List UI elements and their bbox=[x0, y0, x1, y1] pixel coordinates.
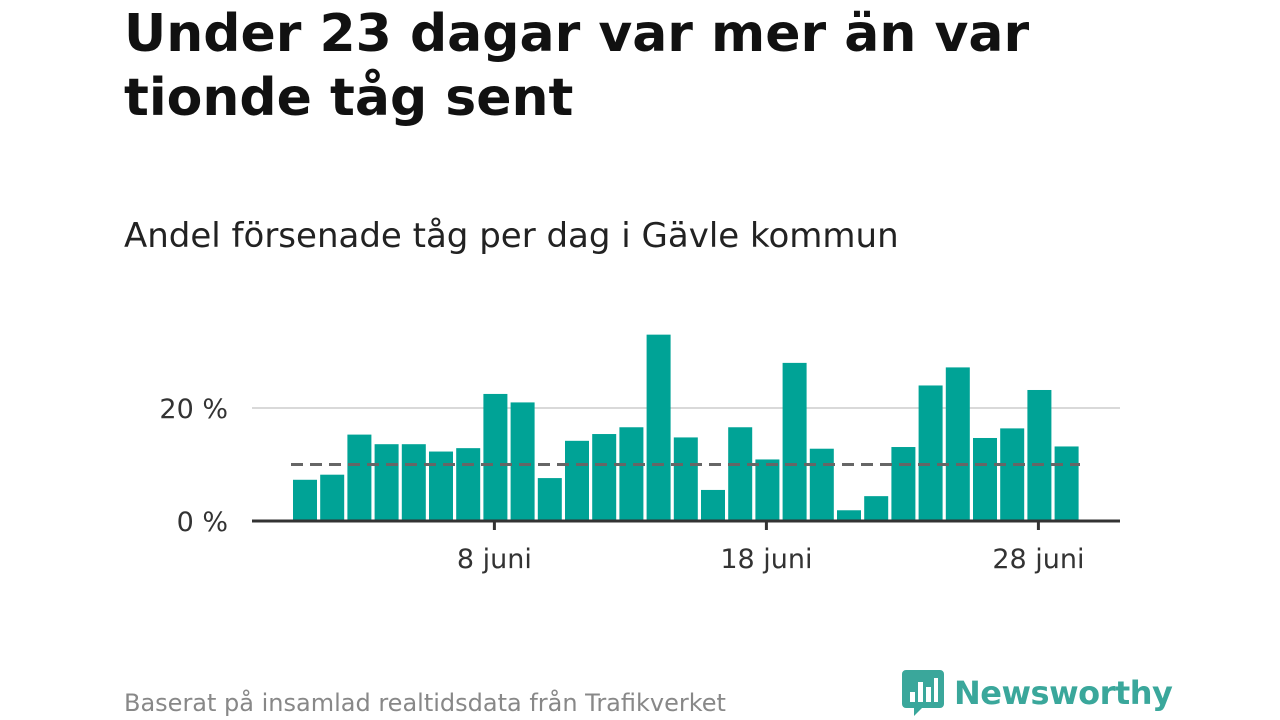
bar bbox=[401, 444, 426, 521]
bar bbox=[320, 474, 345, 521]
bar bbox=[456, 448, 481, 521]
source-note: Baserat på insamlad realtidsdata från Tr… bbox=[124, 689, 726, 717]
bar bbox=[864, 496, 889, 521]
bar bbox=[673, 437, 698, 521]
bar bbox=[945, 367, 970, 521]
bar bbox=[483, 393, 508, 521]
bar bbox=[973, 437, 997, 521]
y-tick-label: 0 % bbox=[177, 507, 228, 538]
bar bbox=[809, 448, 834, 521]
bar bbox=[782, 362, 807, 521]
bar bbox=[701, 489, 725, 521]
brand-logo: Newsworthy bbox=[902, 670, 1173, 716]
bar bbox=[429, 451, 453, 521]
bar bbox=[646, 334, 671, 521]
bar bbox=[374, 444, 399, 521]
bar bbox=[755, 459, 780, 521]
bar bbox=[619, 427, 644, 521]
bar bbox=[918, 385, 943, 521]
chart-title: Under 23 dagar var mer än var tionde tåg… bbox=[124, 4, 1030, 128]
x-tick-label: 8 juni bbox=[457, 544, 532, 575]
bar bbox=[1000, 428, 1025, 521]
bar bbox=[510, 402, 535, 521]
y-tick-label: 20 % bbox=[159, 394, 228, 425]
bar bbox=[347, 434, 372, 521]
bar bbox=[837, 510, 861, 521]
bar bbox=[293, 479, 317, 521]
bar bbox=[565, 440, 589, 521]
bar bbox=[592, 434, 617, 521]
x-tick-label: 18 juni bbox=[720, 544, 812, 575]
bar bbox=[1054, 446, 1079, 521]
brand-name: Newsworthy bbox=[954, 674, 1173, 712]
x-tick-label: 28 juni bbox=[992, 544, 1084, 575]
bar bbox=[891, 447, 916, 521]
bar bbox=[537, 478, 562, 521]
chart-subtitle: Andel försenade tåg per dag i Gävle komm… bbox=[124, 216, 899, 256]
bar bbox=[728, 427, 753, 521]
newsworthy-logo-icon bbox=[902, 670, 944, 716]
bar bbox=[1027, 389, 1052, 521]
